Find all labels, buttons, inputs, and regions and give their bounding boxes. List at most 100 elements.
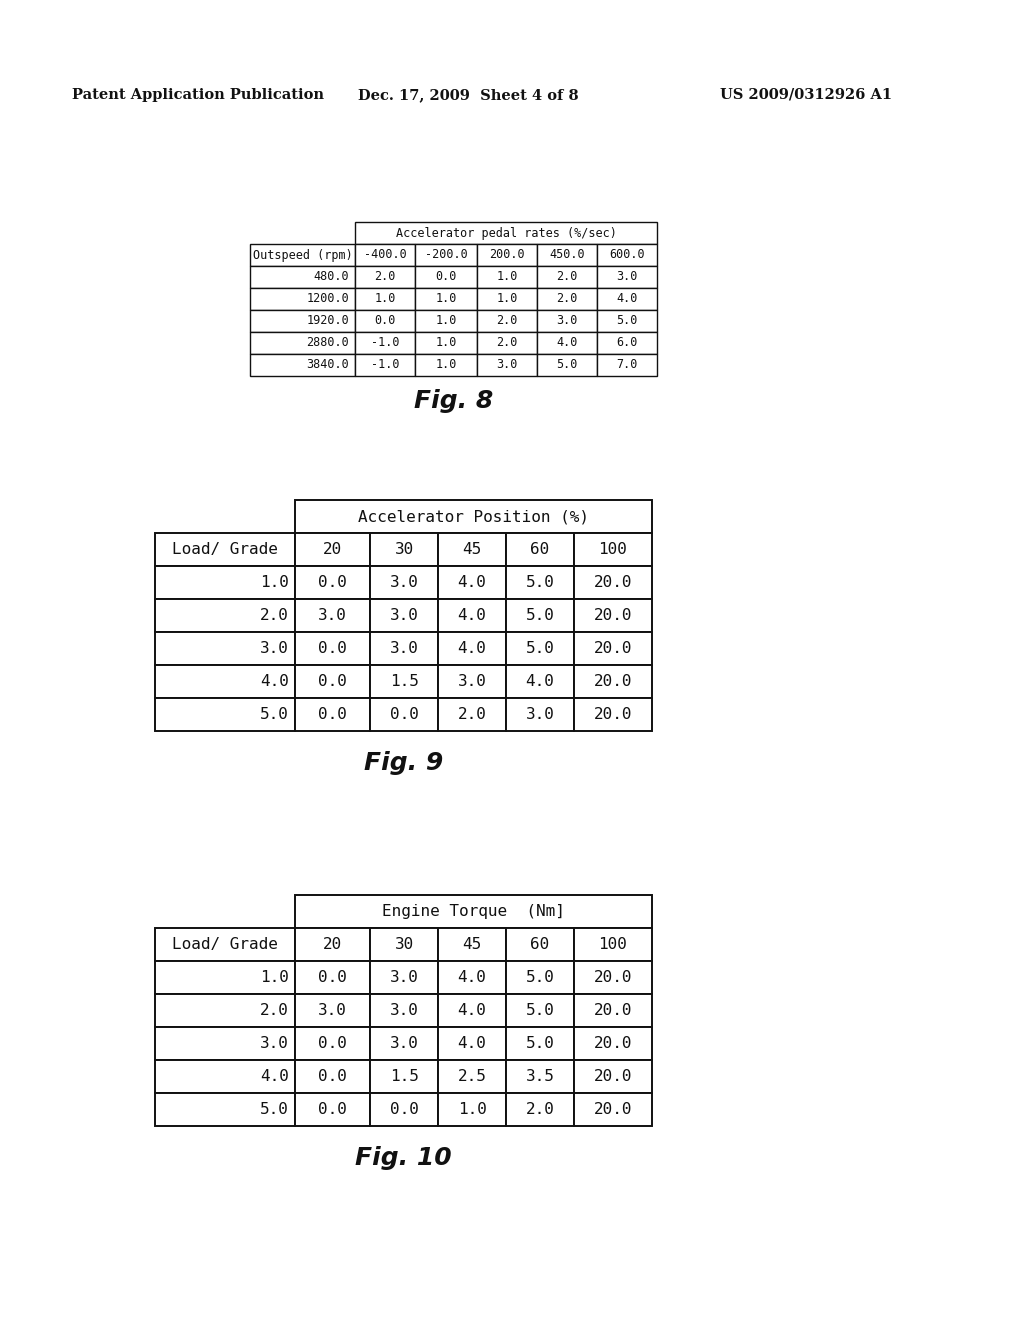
- Bar: [155, 961, 295, 994]
- Bar: [506, 1060, 574, 1093]
- Text: 1.5: 1.5: [389, 1069, 419, 1084]
- Text: 4.0: 4.0: [458, 1036, 486, 1051]
- Bar: [415, 310, 477, 333]
- Text: 3.0: 3.0: [389, 1036, 419, 1051]
- Bar: [370, 961, 438, 994]
- Text: 20.0: 20.0: [594, 675, 632, 689]
- Bar: [155, 698, 295, 731]
- Text: 1.0: 1.0: [435, 337, 457, 350]
- Text: 5.0: 5.0: [525, 970, 554, 985]
- Text: 1.5: 1.5: [389, 675, 419, 689]
- Bar: [574, 533, 652, 566]
- Text: 5.0: 5.0: [556, 359, 578, 371]
- Text: 45: 45: [463, 937, 481, 952]
- Bar: [370, 665, 438, 698]
- Text: 60: 60: [530, 543, 550, 557]
- Bar: [438, 665, 506, 698]
- Bar: [597, 354, 657, 376]
- Bar: [295, 895, 652, 928]
- Text: 2.0: 2.0: [497, 314, 518, 327]
- Text: 2.0: 2.0: [260, 609, 289, 623]
- Bar: [506, 665, 574, 698]
- Bar: [537, 354, 597, 376]
- Bar: [574, 1027, 652, 1060]
- Text: 1.0: 1.0: [497, 293, 518, 305]
- Text: 480.0: 480.0: [313, 271, 349, 284]
- Bar: [438, 1093, 506, 1126]
- Bar: [295, 566, 370, 599]
- Bar: [155, 533, 295, 566]
- Text: Engine Torque  (Nm]: Engine Torque (Nm]: [382, 904, 565, 919]
- Text: 20: 20: [323, 543, 342, 557]
- Bar: [438, 994, 506, 1027]
- Bar: [295, 1093, 370, 1126]
- Text: 0.0: 0.0: [318, 1069, 347, 1084]
- Text: 3.0: 3.0: [497, 359, 518, 371]
- Bar: [506, 994, 574, 1027]
- Text: Patent Application Publication: Patent Application Publication: [72, 88, 324, 102]
- Bar: [295, 533, 370, 566]
- Text: 2.0: 2.0: [556, 271, 578, 284]
- Text: Accelerator Position (%): Accelerator Position (%): [358, 510, 589, 524]
- Text: 7.0: 7.0: [616, 359, 638, 371]
- Text: -1.0: -1.0: [371, 359, 399, 371]
- Bar: [370, 698, 438, 731]
- Bar: [506, 632, 574, 665]
- Bar: [506, 1093, 574, 1126]
- Text: 0.0: 0.0: [318, 576, 347, 590]
- Bar: [477, 310, 537, 333]
- Text: 20.0: 20.0: [594, 1069, 632, 1084]
- Bar: [597, 310, 657, 333]
- Bar: [370, 1060, 438, 1093]
- Bar: [295, 961, 370, 994]
- Text: 4.0: 4.0: [458, 642, 486, 656]
- Bar: [250, 333, 355, 354]
- Text: 1.0: 1.0: [435, 359, 457, 371]
- Bar: [155, 632, 295, 665]
- Text: 0.0: 0.0: [389, 1102, 419, 1117]
- Text: 5.0: 5.0: [525, 576, 554, 590]
- Text: 20.0: 20.0: [594, 1036, 632, 1051]
- Text: 3.0: 3.0: [389, 1003, 419, 1018]
- Bar: [370, 533, 438, 566]
- Bar: [355, 310, 415, 333]
- Bar: [415, 288, 477, 310]
- Text: Accelerator pedal rates (%/sec): Accelerator pedal rates (%/sec): [395, 227, 616, 239]
- Bar: [295, 928, 370, 961]
- Text: 5.0: 5.0: [525, 609, 554, 623]
- Bar: [574, 665, 652, 698]
- Text: 0.0: 0.0: [375, 314, 395, 327]
- Text: 4.0: 4.0: [260, 675, 289, 689]
- Text: 0.0: 0.0: [318, 1102, 347, 1117]
- Text: 0.0: 0.0: [318, 675, 347, 689]
- Text: 4.0: 4.0: [458, 609, 486, 623]
- Bar: [574, 1093, 652, 1126]
- Text: 4.0: 4.0: [260, 1069, 289, 1084]
- Text: 1920.0: 1920.0: [306, 314, 349, 327]
- Text: 4.0: 4.0: [458, 970, 486, 985]
- Text: 5.0: 5.0: [616, 314, 638, 327]
- Text: 5.0: 5.0: [525, 1036, 554, 1051]
- Text: 0.0: 0.0: [318, 1036, 347, 1051]
- Bar: [438, 566, 506, 599]
- Text: 20.0: 20.0: [594, 642, 632, 656]
- Bar: [370, 566, 438, 599]
- Text: 3.0: 3.0: [389, 970, 419, 985]
- Text: 5.0: 5.0: [525, 642, 554, 656]
- Text: 2.0: 2.0: [260, 1003, 289, 1018]
- Bar: [477, 354, 537, 376]
- Text: 20.0: 20.0: [594, 1003, 632, 1018]
- Text: 2.0: 2.0: [497, 337, 518, 350]
- Text: 0.0: 0.0: [389, 708, 419, 722]
- Bar: [370, 599, 438, 632]
- Text: 1.0: 1.0: [375, 293, 395, 305]
- Text: Load/ Grade: Load/ Grade: [172, 937, 278, 952]
- Text: US 2009/0312926 A1: US 2009/0312926 A1: [720, 88, 892, 102]
- Bar: [574, 1060, 652, 1093]
- Text: 5.0: 5.0: [525, 1003, 554, 1018]
- Bar: [506, 928, 574, 961]
- Text: 4.0: 4.0: [458, 576, 486, 590]
- Bar: [537, 288, 597, 310]
- Bar: [506, 961, 574, 994]
- Text: 1.0: 1.0: [458, 1102, 486, 1117]
